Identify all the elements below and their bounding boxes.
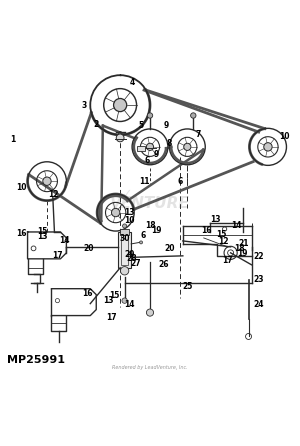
Text: 10: 10 [124, 215, 134, 224]
Text: 14: 14 [124, 300, 134, 309]
Text: 22: 22 [254, 252, 264, 261]
Circle shape [184, 143, 191, 150]
Text: 16: 16 [82, 289, 92, 297]
Circle shape [116, 134, 124, 142]
FancyBboxPatch shape [137, 146, 145, 151]
Circle shape [146, 143, 154, 150]
Text: 4: 4 [130, 78, 135, 87]
Text: 25: 25 [182, 282, 193, 291]
Text: 16: 16 [202, 226, 212, 235]
Text: 10: 10 [279, 132, 290, 141]
Text: 18: 18 [145, 222, 155, 231]
Text: 14: 14 [231, 222, 242, 231]
Circle shape [122, 298, 127, 303]
Text: 10: 10 [16, 183, 27, 192]
Text: 6: 6 [144, 156, 150, 165]
Text: 12: 12 [218, 237, 228, 246]
Text: 14: 14 [60, 236, 70, 245]
Text: MP25991: MP25991 [7, 355, 65, 365]
Text: 13: 13 [124, 208, 134, 217]
Text: 23: 23 [254, 275, 264, 284]
Circle shape [264, 143, 272, 151]
Text: VENTURE: VENTURE [110, 196, 190, 211]
Text: 30: 30 [119, 234, 130, 243]
Text: 20: 20 [83, 244, 94, 253]
Text: 24: 24 [254, 300, 264, 309]
Text: 29: 29 [125, 250, 135, 259]
Circle shape [122, 224, 127, 228]
Text: 26: 26 [158, 260, 169, 268]
Circle shape [146, 309, 154, 316]
Circle shape [112, 208, 120, 217]
Text: 21: 21 [239, 240, 249, 248]
Text: 6: 6 [140, 231, 146, 240]
Text: 3: 3 [82, 100, 87, 110]
Text: 27: 27 [131, 259, 141, 268]
Text: 9: 9 [164, 121, 169, 130]
Text: 8: 8 [167, 139, 172, 149]
Text: 5: 5 [139, 121, 144, 130]
Text: 17: 17 [52, 252, 63, 260]
Text: 19: 19 [151, 226, 161, 235]
Text: 15: 15 [109, 291, 119, 300]
Text: ✓: ✓ [121, 188, 131, 201]
Text: 15: 15 [217, 231, 227, 240]
Text: 6: 6 [177, 177, 182, 186]
Text: 15: 15 [37, 227, 48, 236]
FancyBboxPatch shape [118, 232, 131, 268]
Text: 11: 11 [139, 177, 149, 186]
Text: 19: 19 [237, 249, 248, 258]
Circle shape [120, 267, 129, 275]
Text: 13: 13 [103, 296, 113, 305]
Text: 1: 1 [10, 135, 15, 144]
Text: 17: 17 [222, 256, 233, 265]
Circle shape [140, 241, 142, 244]
Text: 18: 18 [234, 244, 245, 253]
Text: Rendered by LeadVenture, Inc.: Rendered by LeadVenture, Inc. [112, 365, 188, 370]
Text: 7: 7 [195, 130, 200, 140]
FancyBboxPatch shape [120, 229, 129, 235]
Text: 17: 17 [106, 313, 116, 322]
Text: 28: 28 [127, 254, 137, 263]
Text: 13: 13 [37, 232, 48, 241]
Text: 16: 16 [16, 229, 27, 238]
Text: 13: 13 [210, 215, 221, 223]
Text: 20: 20 [164, 244, 175, 253]
Circle shape [117, 60, 124, 67]
Text: 12: 12 [48, 190, 58, 198]
Circle shape [147, 113, 153, 118]
Text: 9: 9 [153, 150, 159, 159]
Circle shape [190, 113, 196, 118]
Circle shape [114, 99, 127, 112]
Circle shape [43, 177, 51, 186]
Text: 2: 2 [94, 120, 99, 129]
